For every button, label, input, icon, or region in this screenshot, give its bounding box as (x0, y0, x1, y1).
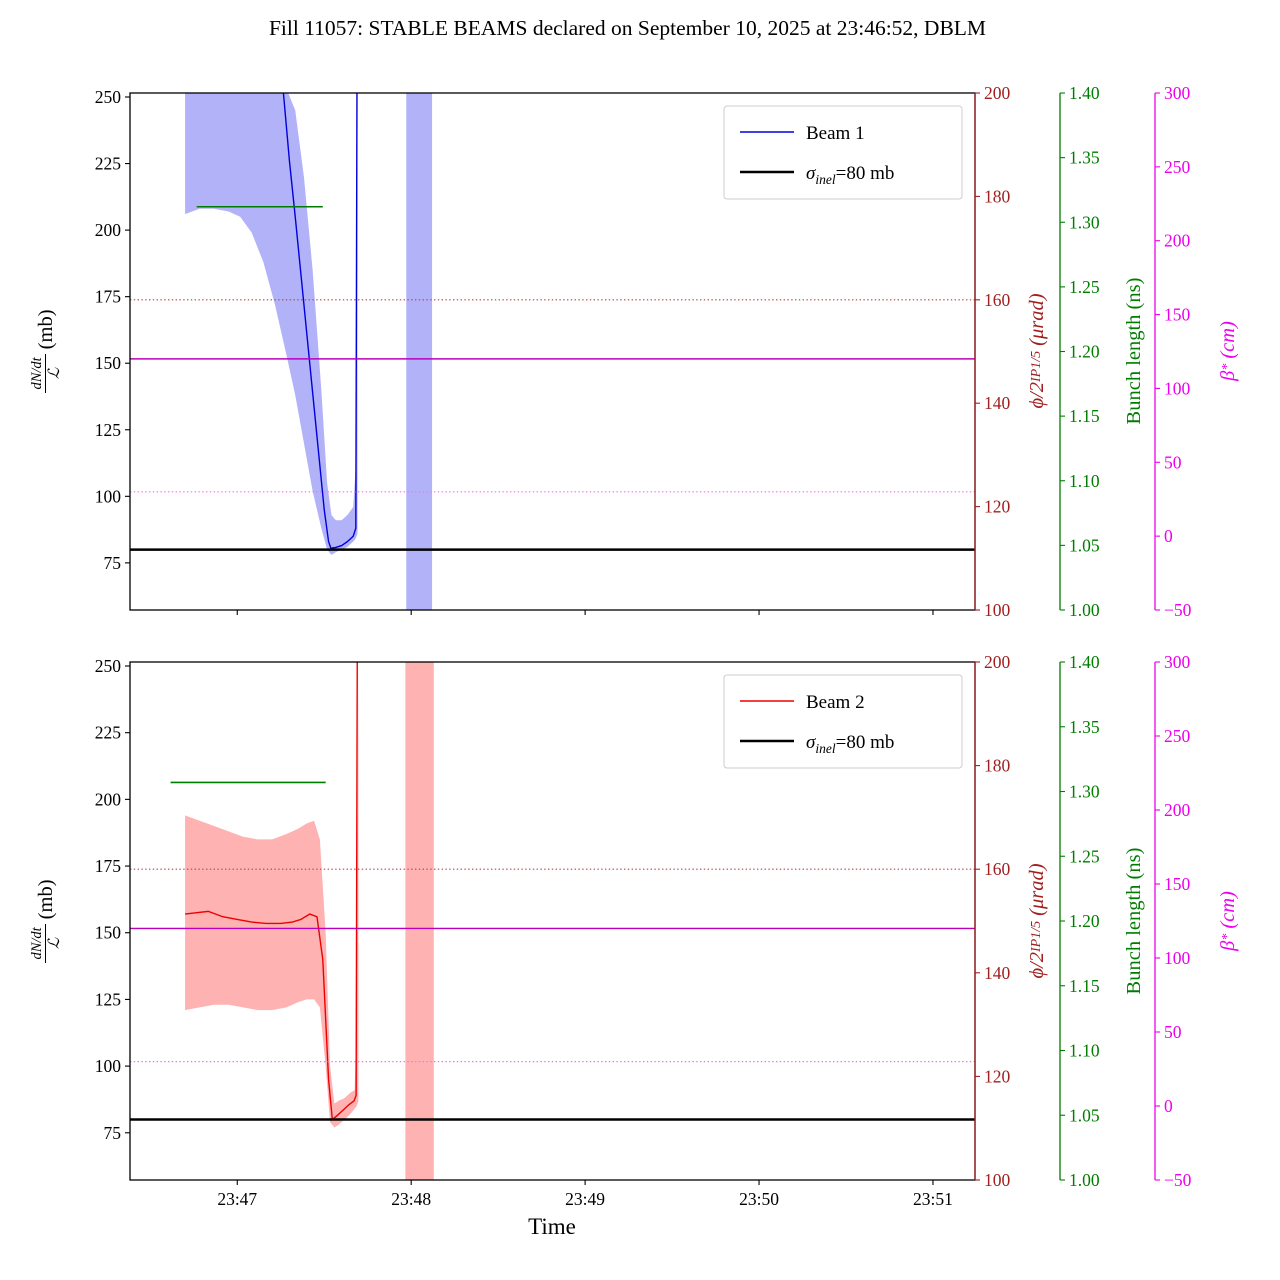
beta-tick-label: 300 (1164, 83, 1191, 103)
bunch-tick-label: 1.30 (1069, 782, 1100, 802)
bunch-tick-label: 1.35 (1069, 717, 1100, 737)
bunch-tick-label: 1.35 (1069, 148, 1100, 168)
ylabel-bunch-bottom: Bunch length (ns) (1122, 847, 1145, 995)
phi-tick-label: 140 (984, 393, 1011, 413)
beam-line (282, 93, 358, 550)
beta-tick-label: 150 (1164, 305, 1191, 325)
legend-beam-label: Beam 2 (806, 692, 865, 713)
vertical-band (405, 662, 434, 1180)
beta-tick-label: 250 (1164, 726, 1191, 746)
phi-tick-label: 200 (984, 83, 1011, 103)
beta-tick-label: 150 (1164, 874, 1191, 894)
left-tick-label: 250 (95, 656, 122, 676)
bunch-tick-label: 1.25 (1069, 277, 1100, 297)
x-tick-label: 23:50 (739, 1189, 779, 1209)
ylabel-beta-bottom: β * (cm) (1216, 891, 1239, 951)
bunch-tick-label: 1.15 (1069, 406, 1100, 426)
phi-tick-label: 200 (984, 652, 1011, 672)
beta-tick-label: 50 (1164, 452, 1182, 472)
phi-tick-label: 160 (984, 859, 1011, 879)
left-tick-label: 175 (95, 287, 122, 307)
bunch-tick-label: 1.05 (1069, 1105, 1100, 1125)
left-tick-label: 75 (104, 553, 122, 573)
bunch-tick-label: 1.20 (1069, 911, 1100, 931)
left-tick-label: 175 (95, 856, 122, 876)
x-tick-label: 23:49 (565, 1189, 605, 1209)
phi-tick-label: 120 (984, 497, 1011, 517)
ylabel-phi-bottom: ϕ/2 IP1/5 (μrad) (1025, 863, 1048, 979)
bunch-tick-label: 1.25 (1069, 846, 1100, 866)
bunch-tick-label: 1.10 (1069, 471, 1100, 491)
ylabel-beta-top: β * (cm) (1216, 321, 1239, 381)
bunch-tick-label: 1.15 (1069, 976, 1100, 996)
beta-tick-label: 200 (1164, 800, 1191, 820)
uncertainty-band (185, 662, 359, 1128)
phi-tick-label: 120 (984, 1066, 1011, 1086)
legend: Beam 2 σinel=80 mb (723, 674, 963, 769)
beta-tick-label: 0 (1164, 1096, 1173, 1116)
bunch-tick-label: 1.40 (1069, 83, 1100, 103)
bunch-tick-label: 1.00 (1069, 600, 1100, 620)
left-tick-label: 225 (95, 723, 122, 743)
left-tick-label: 250 (95, 87, 122, 107)
beta-tick-label: 250 (1164, 157, 1191, 177)
xlabel-time: Time (528, 1214, 576, 1239)
x-tick-label: 23:47 (217, 1189, 257, 1209)
dndt-fraction: dN/dt ℒ (28, 354, 64, 393)
phi-tick-label: 180 (984, 186, 1011, 206)
vertical-band (406, 93, 433, 610)
beta-tick-label: 100 (1164, 378, 1191, 398)
legend-sigma-label: σinel=80 mb (806, 163, 894, 187)
dndt-fraction: dN/dt ℒ (28, 924, 64, 963)
left-tick-label: 200 (95, 789, 122, 809)
legend-sigma-label: σinel=80 mb (806, 732, 894, 756)
bunch-tick-label: 1.00 (1069, 1170, 1100, 1190)
phi-tick-label: 180 (984, 756, 1011, 776)
left-tick-label: 225 (95, 154, 122, 174)
beta-tick-label: 100 (1164, 948, 1191, 968)
x-tick-label: 23:51 (913, 1189, 953, 1209)
left-tick-label: 125 (95, 989, 122, 1009)
ylabel-phi-top: ϕ/2 IP1/5 (μrad) (1025, 293, 1048, 409)
beam-line (184, 662, 358, 1121)
phi-tick-label: 100 (984, 600, 1011, 620)
bunch-tick-label: 1.40 (1069, 652, 1100, 672)
beta-tick-label: −50 (1164, 600, 1192, 620)
x-tick-label: 23:48 (391, 1189, 431, 1209)
legend-beam-label: Beam 1 (806, 123, 865, 144)
beta-tick-label: −50 (1164, 1170, 1192, 1190)
ylabel-left-bottom: dN/dt ℒ (mb) (14, 836, 78, 1006)
top-panel: 75 100 125 150 175 200 225 250 100 120 140 160 180 20… (95, 83, 1192, 620)
bunch-tick-label: 1.30 (1069, 212, 1100, 232)
uncertainty-band (185, 93, 358, 555)
beta-tick-label: 0 (1164, 526, 1173, 546)
bottom-panel: 23:47 23:48 23:49 23:50 23:51 75 100 125 150 175 2… (95, 652, 1192, 1209)
figure-title: Fill 11057: STABLE BEAMS declared on Sep… (268, 16, 987, 40)
bunch-tick-label: 1.05 (1069, 535, 1100, 555)
left-tick-label: 150 (95, 353, 122, 373)
beta-tick-label: 50 (1164, 1022, 1182, 1042)
left-tick-label: 100 (95, 1056, 122, 1076)
legend: Beam 1 σinel=80 mb (723, 105, 963, 200)
ylabel-left-top: dN/dt ℒ (mb) (14, 266, 78, 436)
phi-tick-label: 160 (984, 290, 1011, 310)
bunch-tick-label: 1.10 (1069, 1041, 1100, 1061)
left-tick-label: 125 (95, 420, 122, 440)
left-tick-label: 200 (95, 220, 122, 240)
beta-tick-label: 300 (1164, 652, 1191, 672)
phi-tick-label: 140 (984, 963, 1011, 983)
left-tick-label: 75 (104, 1123, 122, 1143)
ylabel-bunch-top: Bunch length (ns) (1122, 277, 1145, 425)
phi-tick-label: 100 (984, 1170, 1011, 1190)
beta-tick-label: 200 (1164, 231, 1191, 251)
bunch-tick-label: 1.20 (1069, 342, 1100, 362)
left-tick-label: 150 (95, 923, 122, 943)
left-tick-label: 100 (95, 486, 122, 506)
